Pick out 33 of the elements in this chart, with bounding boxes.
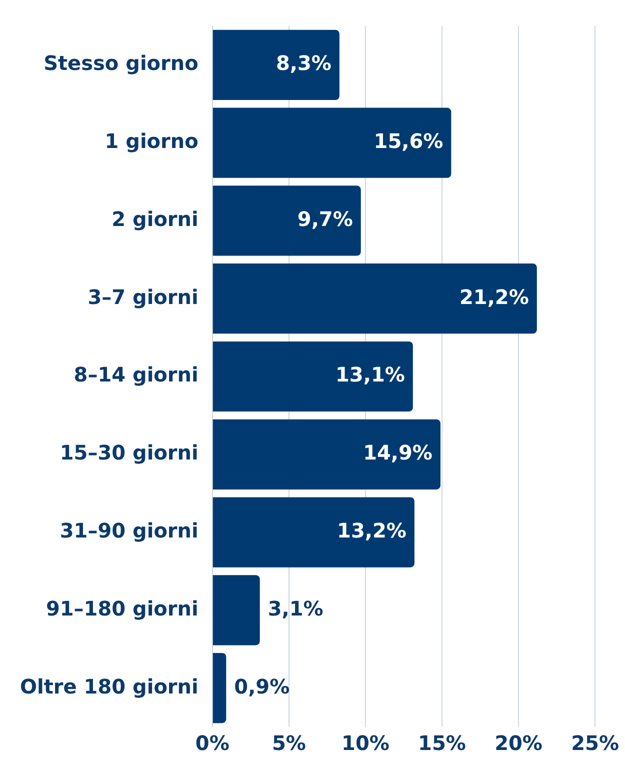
data-label: 3,1% (268, 596, 324, 620)
data-label: 0,9% (234, 674, 290, 698)
bar (212, 653, 226, 724)
bar (212, 30, 340, 100)
y-tick-label: Stesso giorno (44, 51, 198, 76)
y-tick-label: 2 giorni (112, 206, 198, 231)
bar (212, 108, 452, 178)
y-tick-label: 1 giorno (104, 129, 198, 154)
data-label: 13,2% (337, 518, 406, 542)
x-tick-label: 0% (195, 731, 230, 756)
x-tick-label: 15% (418, 731, 466, 756)
x-tick-label: 25% (571, 731, 619, 756)
data-label: 13,1% (336, 362, 405, 387)
bar (212, 186, 361, 256)
bar (212, 575, 260, 646)
bar (212, 419, 440, 490)
y-tick-label: 3–7 giorni (88, 284, 198, 309)
bar (212, 264, 537, 334)
bar (212, 341, 413, 412)
y-tick-label: Oltre 180 giorni (20, 674, 198, 698)
x-tick-label: 5% (272, 731, 306, 756)
x-tick-label: 10% (342, 731, 390, 756)
y-tick-label: 8–14 giorni (74, 362, 198, 387)
bar (212, 497, 414, 568)
data-label: 9,7% (297, 206, 353, 231)
data-label: 14,9% (363, 440, 432, 465)
data-label: 8,3% (276, 51, 332, 76)
x-tick-label: 20% (494, 731, 542, 756)
y-tick-label: 31–90 giorni (60, 518, 198, 542)
data-label: 15,6% (374, 129, 444, 154)
y-tick-label: 15–30 giorni (60, 440, 198, 465)
data-label: 21,2% (460, 284, 529, 309)
y-tick-label: 91–180 giorni (46, 596, 198, 620)
